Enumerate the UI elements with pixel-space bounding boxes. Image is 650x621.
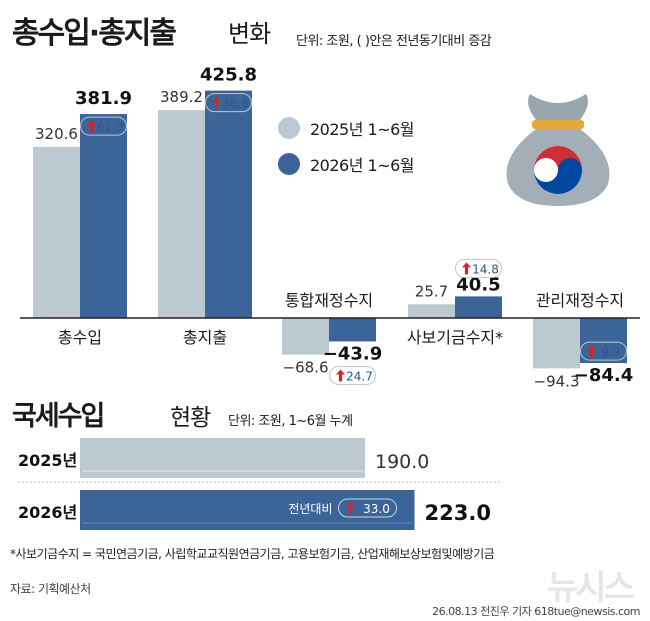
value-label-2026-3: 40.5 [456,274,500,295]
legend-label-2026: 2026년 1~6월 [310,156,415,175]
category-label-1: 총지출 [183,328,227,347]
tax-revenue-title: 국세수입 [12,401,105,432]
change-badge-2-outline [329,365,376,385]
change-badge-0-value: 61.3 [97,120,124,134]
category-label-4: 관리재정수지 [536,291,624,310]
change-badge-3-value: 14.8 [472,262,499,276]
change-badge-4: 9.9 [580,341,627,361]
tax-year-label-1: 2026년 [18,503,77,522]
bar-2026-3 [455,296,502,318]
tax-change-prefix: 전년대비 [288,502,332,516]
change-badge-0: 61.3 [80,116,127,136]
value-label-2025-0: 320.6 [35,125,78,143]
value-label-2025-2: −68.6 [283,359,329,377]
tax-revenue-chart: 2025년 190.0 2026년 223.0 전년대비 33.0 [18,438,500,530]
value-label-2025-1: 389.2 [160,88,203,106]
bar-2025-1 [158,110,205,318]
footnote: *사보기금수지 = 국민연금기금, 사립학교교직원연금기금, 고용보험기금, 산… [10,547,495,561]
change-badge-3-up-arrow-icon [462,262,471,275]
change-badge-4-value: 9.9 [601,345,620,359]
source-note: 자료: 기획예산처 [10,582,91,596]
tax-bar-0 [80,438,365,478]
change-badge-1: 36.6 [205,93,252,113]
tax-unit-note: 단위: 조원, 1~6월 누계 [228,414,353,429]
change-badge-1-up-arrow-icon [212,96,221,109]
value-label-2026-1: 425.8 [200,65,257,86]
change-badge-0-up-arrow-icon [87,120,96,133]
legend-swatch-2025 [278,117,300,139]
change-badge-3-outline [455,258,502,278]
change-badge-1-outline [205,93,252,113]
change-badge-4-outline [580,341,627,361]
tax-year-label-0: 2025년 [18,451,77,470]
value-label-2025-4: −94.3 [534,372,580,390]
tax-value-label-0: 190.0 [375,451,429,473]
chart-title-suffix: 변화 [228,20,271,48]
bar-2025-4 [533,318,580,369]
bar-2025-2 [282,318,329,355]
bar-2025-0 [33,146,80,318]
tax-change-up-arrow-icon [346,502,355,514]
category-label-3: 사보기금수지* [407,328,503,347]
watermark-logo: 뉴시스 [547,568,635,608]
change-badge-0-outline [80,116,127,136]
value-label-2025-3: 25.7 [415,282,448,300]
tax-change-badge: 33.0 [338,498,397,518]
bar-2026-0 [80,114,127,318]
credit-line: 26.08.13 전진우 기자 618tue@newsis.com [432,605,640,618]
legend: 2025년 1~6월 2026년 1~6월 [278,116,415,176]
change-badge-2-value: 24.7 [346,369,373,383]
change-badge-3: 14.8 [455,258,502,278]
tax-value-label-1: 223.0 [425,501,491,525]
bar-2026-4 [580,318,627,364]
legend-item-2026: 2026년 1~6월 [278,152,415,176]
tax-change-outline [338,498,397,518]
value-label-2026-2: −43.9 [323,343,383,364]
change-badge-4-up-arrow-icon [587,345,596,358]
tax-change-value: 33.0 [363,502,390,516]
bar-2025-3 [408,304,455,318]
unit-note: 단위: 조원, ( )안은 전년동기대비 증감 [296,34,492,49]
category-label-2: 통합재정수지 [285,291,373,310]
change-badge-1-value: 36.6 [222,97,249,111]
budget-bar-chart: 320.6381.961.3총수입389.2425.836.6총지출−68.6−… [20,65,640,390]
category-label-0: 총수입 [58,328,102,347]
tax-revenue-title-suffix: 현황 [170,405,211,431]
money-bag-icon [506,94,610,206]
chart-title: 총수입·총지출 [12,16,177,51]
change-badge-2-up-arrow-icon [336,369,345,382]
legend-item-2025: 2025년 1~6월 [278,116,415,140]
bar-2026-2 [329,318,376,342]
bar-2026-1 [205,90,252,318]
value-label-2026-0: 381.9 [75,88,132,109]
legend-swatch-2026 [278,153,300,175]
legend-label-2025: 2025년 1~6월 [310,120,415,139]
change-badge-2: 24.7 [329,365,376,385]
value-label-2026-4: −84.4 [574,365,634,386]
